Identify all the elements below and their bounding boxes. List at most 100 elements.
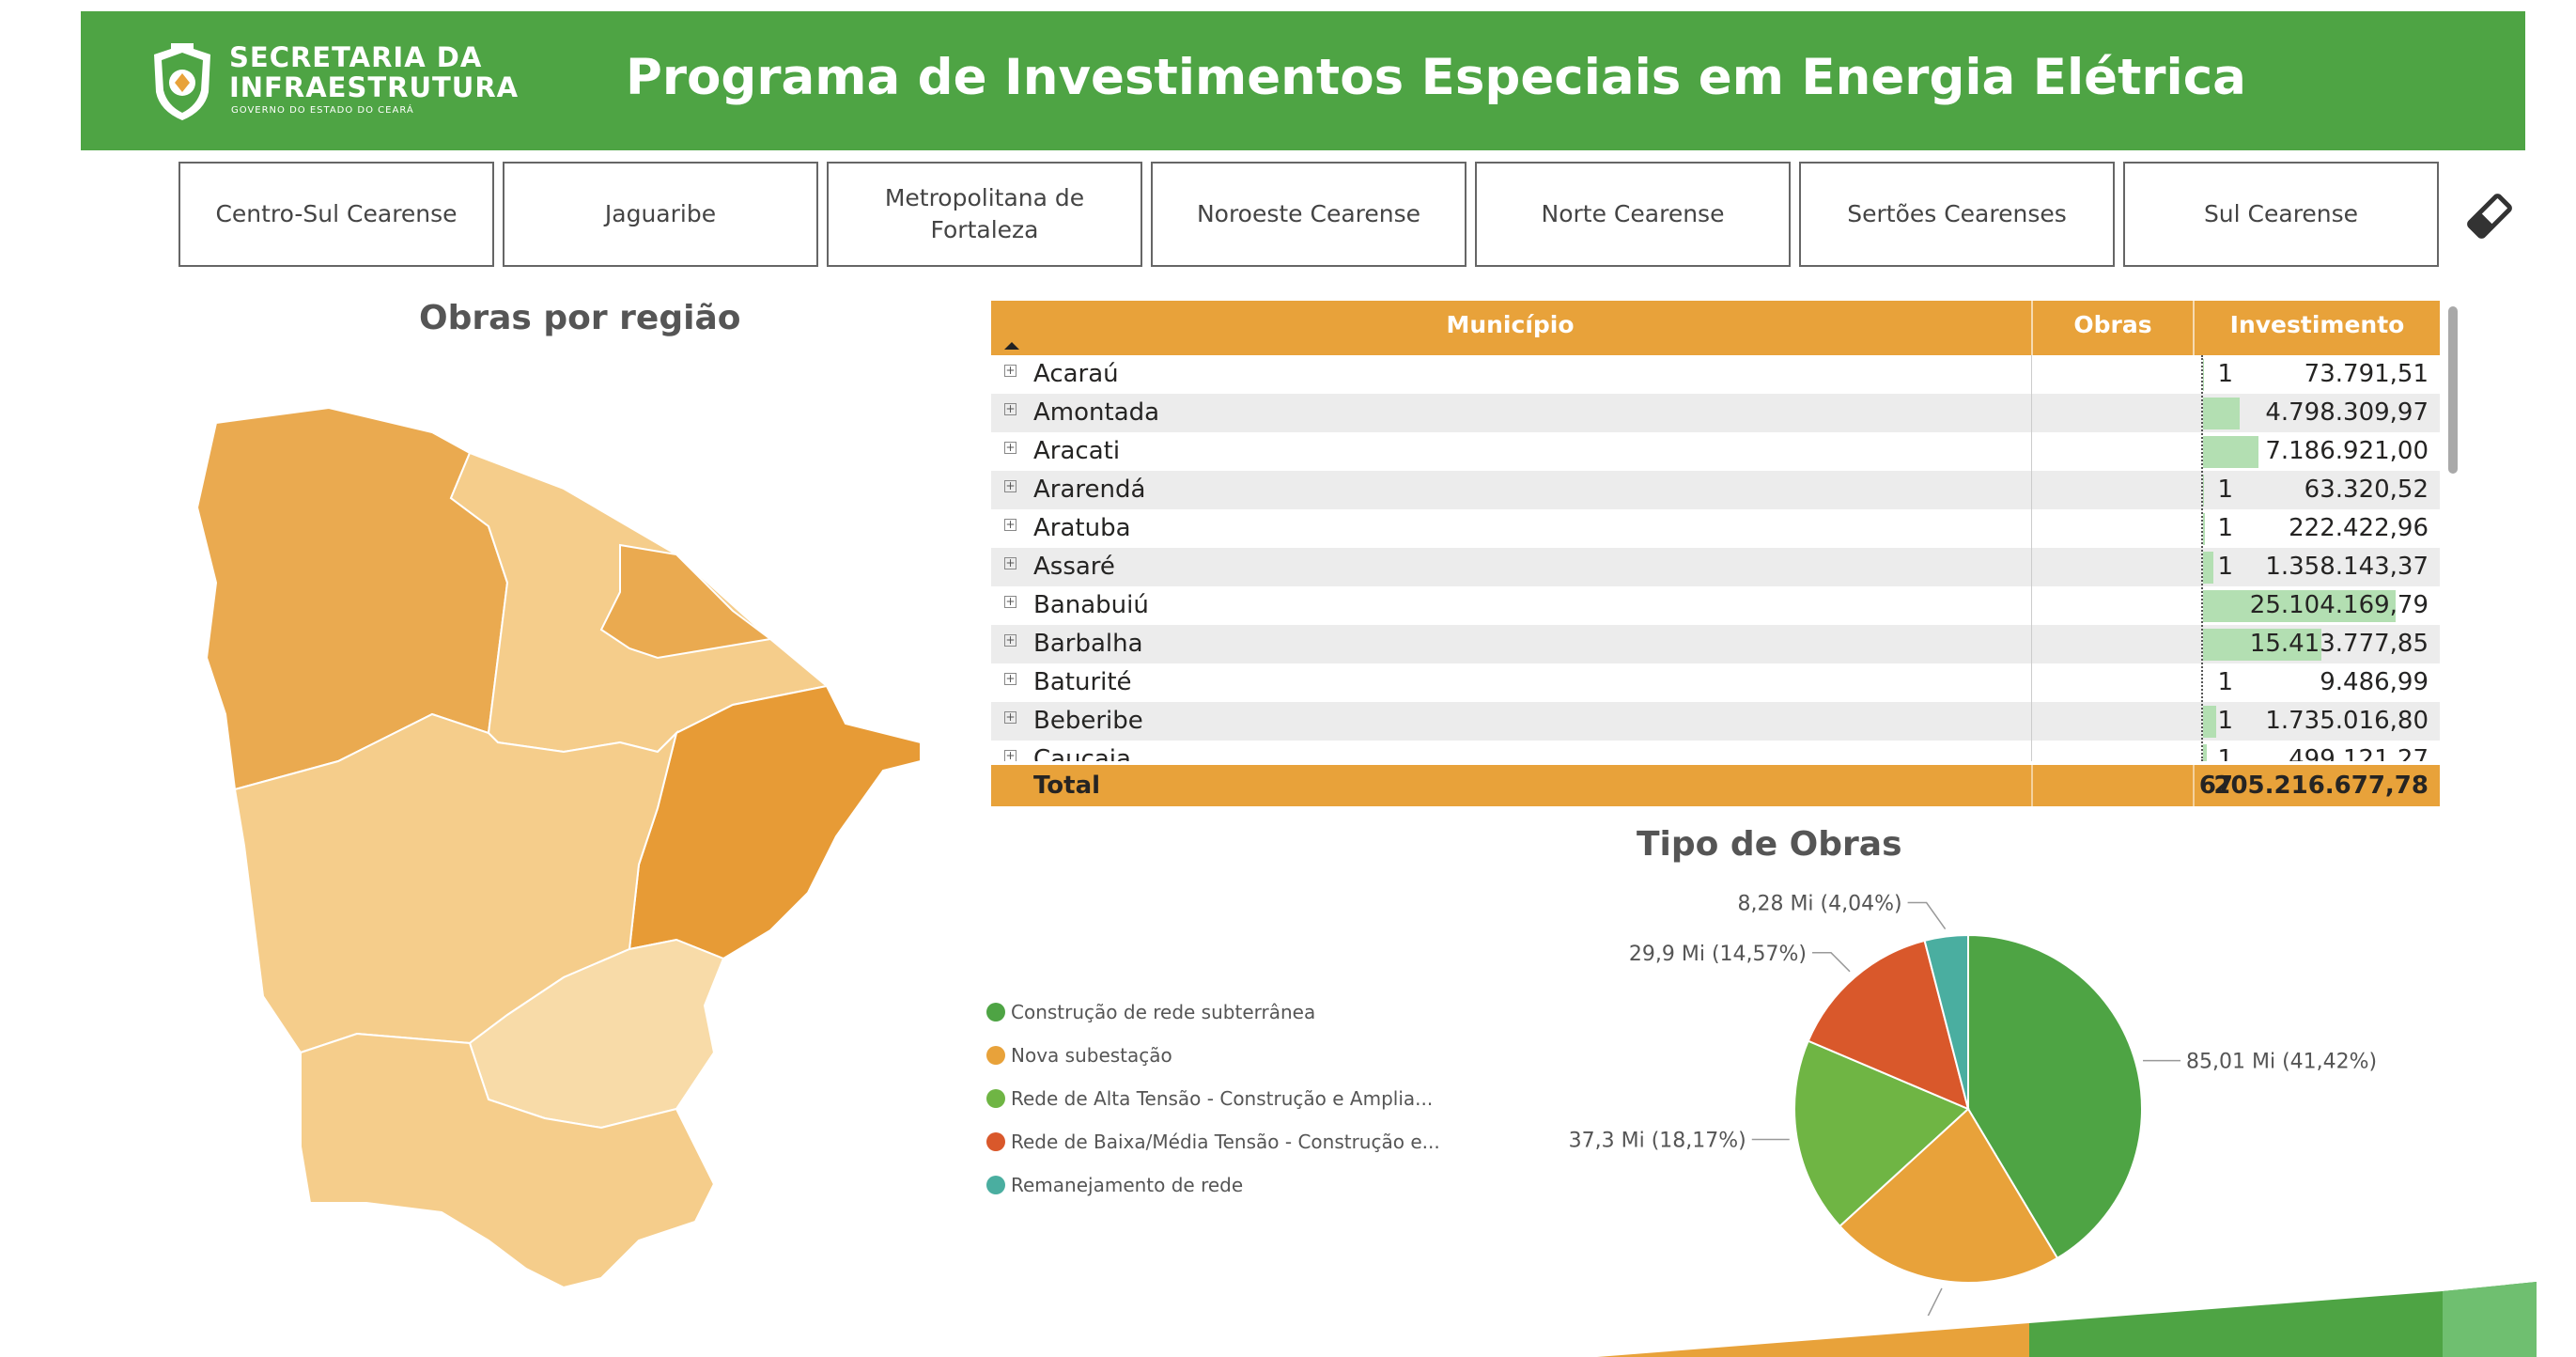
legend-label: Rede de Baixa/Média Tensão - Construção … <box>1011 1131 1440 1153</box>
column-divider <box>2031 355 2032 761</box>
table-row[interactable]: + Acaraú 1 73.791,51 <box>991 355 2440 394</box>
table-body[interactable]: + Acaraú 1 73.791,51 + Amontada 1 4.798.309,97 +… <box>991 355 2440 761</box>
column-header-municipio[interactable]: Município <box>1446 311 1575 338</box>
cell-municipio: Acaraú <box>1033 360 1119 388</box>
expand-row-icon[interactable]: + <box>1004 749 1016 761</box>
expand-row-icon[interactable]: + <box>1004 672 1016 685</box>
pie-slice[interactable] <box>1793 1039 1970 1228</box>
legend-label: Remanejamento de rede <box>1011 1174 1244 1196</box>
cell-investimento: 7.186.921,00 <box>2265 437 2429 465</box>
expand-row-icon[interactable]: + <box>1004 633 1016 647</box>
total-obras: 67 <box>2198 772 2233 800</box>
legend-swatch <box>986 1089 1005 1108</box>
legend-swatch <box>986 1132 1005 1151</box>
table-row[interactable]: + Caucaia 1 499.121,27 <box>991 741 2440 761</box>
table-row[interactable]: + Ararendá 1 63.320,52 <box>991 471 2440 509</box>
clear-filter-eraser-icon[interactable] <box>2463 192 2516 241</box>
cell-investimento: 222.422,96 <box>2289 514 2429 542</box>
table-row[interactable]: +Banabuiú325.104.169,79 <box>991 586 2440 625</box>
investment-data-bar <box>2203 744 2207 761</box>
expand-row-icon[interactable]: + <box>1004 556 1016 569</box>
cell-obras: 1 <box>2217 668 2233 696</box>
column-header-obras[interactable]: Obras <box>2073 311 2152 338</box>
table-total-row: Total 67 205.216.677,78 <box>991 765 2440 806</box>
logo-text-governo: GOVERNO DO ESTADO DO CEARÁ <box>231 105 414 116</box>
cell-investimento: 9.486,99 <box>2320 668 2429 696</box>
expand-row-icon[interactable]: + <box>1004 710 1016 724</box>
investment-data-bar <box>2203 706 2216 738</box>
cell-municipio: Assaré <box>1033 553 1115 581</box>
table-row[interactable]: +Aracati37.186.921,00 <box>991 432 2440 471</box>
expand-row-icon[interactable]: + <box>1004 479 1016 492</box>
region-button-sul[interactable]: Sul Cearense <box>2123 162 2439 267</box>
investment-data-bar <box>2203 359 2204 391</box>
data-bar-axis <box>2201 355 2203 761</box>
total-label: Total <box>1033 772 1101 800</box>
pie-slice[interactable] <box>1807 939 1970 1111</box>
investment-data-bar <box>2203 475 2204 507</box>
investment-data-bar <box>2203 513 2205 545</box>
legend-swatch <box>986 1176 1005 1194</box>
pie-title: Tipo de Obras <box>1637 825 1902 864</box>
legend-label: Construção de rede subterrânea <box>1011 1001 1316 1023</box>
region-button-jaguaribe[interactable]: Jaguaribe <box>503 162 818 267</box>
secretaria-logo: SECRETARIA DA INFRAESTRUTURA GOVERNO DO … <box>147 38 518 122</box>
cell-municipio: Baturité <box>1033 668 1132 696</box>
pie-slice[interactable] <box>1838 1107 2059 1284</box>
pie-data-label: 29,9 Mi (14,57%) <box>1629 943 1807 966</box>
expand-row-icon[interactable]: + <box>1004 518 1016 531</box>
cell-investimento: 1.358.143,37 <box>2265 553 2429 581</box>
map-region-sul[interactable] <box>300 1032 716 1289</box>
map-region-metropolitana[interactable] <box>599 543 773 660</box>
pie-data-label: 37,3 Mi (18,17%) <box>1569 1129 1746 1152</box>
investment-data-bar <box>2203 398 2240 429</box>
table-row[interactable]: + Assaré 1 1.358.143,37 <box>991 548 2440 586</box>
cell-investimento: 1.735.016,80 <box>2265 707 2429 735</box>
cell-obras: 1 <box>2217 514 2233 542</box>
legend-label: Rede de Alta Tensão - Construção e Ampli… <box>1011 1087 1434 1110</box>
expand-row-icon[interactable]: + <box>1004 441 1016 454</box>
table-row[interactable]: + Beberibe 1 1.735.016,80 <box>991 702 2440 741</box>
cell-municipio: Ararendá <box>1033 476 1146 504</box>
column-header-investimento[interactable]: Investimento <box>2229 311 2405 338</box>
region-button-norte[interactable]: Norte Cearense <box>1475 162 1791 267</box>
cell-obras: 1 <box>2217 476 2233 504</box>
municipios-table: Município Obras Investimento + Acaraú 1 73.… <box>991 301 2440 806</box>
shield-emblem-icon <box>154 43 210 120</box>
pie-slice[interactable] <box>1967 933 2143 1260</box>
region-button-centro-sul[interactable]: Centro-Sul Cearense <box>178 162 494 267</box>
footer-divider <box>2031 765 2033 806</box>
cell-investimento: 499.121,27 <box>2289 745 2429 761</box>
cell-municipio: Aracati <box>1033 437 1121 465</box>
map-region-sertoes[interactable] <box>233 712 678 1054</box>
expand-row-icon[interactable]: + <box>1004 364 1016 377</box>
expand-row-icon[interactable]: + <box>1004 402 1016 415</box>
cell-municipio: Caucaia <box>1033 745 1131 761</box>
table-row[interactable]: + Aratuba 1 222.422,96 <box>991 509 2440 548</box>
cell-obras: 1 <box>2217 707 2233 735</box>
total-investimento: 205.216.677,78 <box>2213 772 2429 800</box>
region-button-sertoes[interactable]: Sertões Cearenses <box>1799 162 2115 267</box>
table-row[interactable]: +Amontada14.798.309,97 <box>991 394 2440 432</box>
cell-investimento: 25.104.169,79 <box>2249 591 2429 619</box>
pie-chart: 85,01 Mi (41,42%)44,73 Mi (21,8%)37,3 Mi… <box>1503 883 2537 1339</box>
header-divider <box>2193 301 2195 355</box>
sort-ascending-icon[interactable] <box>1004 342 1019 350</box>
table-scrollbar[interactable] <box>2448 306 2458 474</box>
cell-obras: 1 <box>2217 745 2233 761</box>
cell-municipio: Barbalha <box>1033 630 1143 658</box>
cell-municipio: Beberibe <box>1033 707 1143 735</box>
cell-obras: 1 <box>2217 360 2233 388</box>
region-button-noroeste[interactable]: Noroeste Cearense <box>1151 162 1466 267</box>
region-button-metropolitana[interactable]: Metropolitana de Fortaleza <box>827 162 1142 267</box>
expand-row-icon[interactable]: + <box>1004 595 1016 608</box>
pie-slice[interactable] <box>1923 933 1969 1110</box>
logo-text-secretaria: SECRETARIA DA <box>229 41 483 73</box>
cell-municipio: Banabuiú <box>1033 591 1149 619</box>
investment-data-bar <box>2203 590 2396 622</box>
cell-investimento: 73.791,51 <box>2304 360 2429 388</box>
table-row[interactable]: +Barbalha315.413.777,85 <box>991 625 2440 663</box>
pie-data-label: 85,01 Mi (41,42%) <box>2186 1051 2377 1074</box>
cell-investimento: 4.798.309,97 <box>2265 398 2429 427</box>
table-row[interactable]: + Baturité 1 9.486,99 <box>991 663 2440 702</box>
